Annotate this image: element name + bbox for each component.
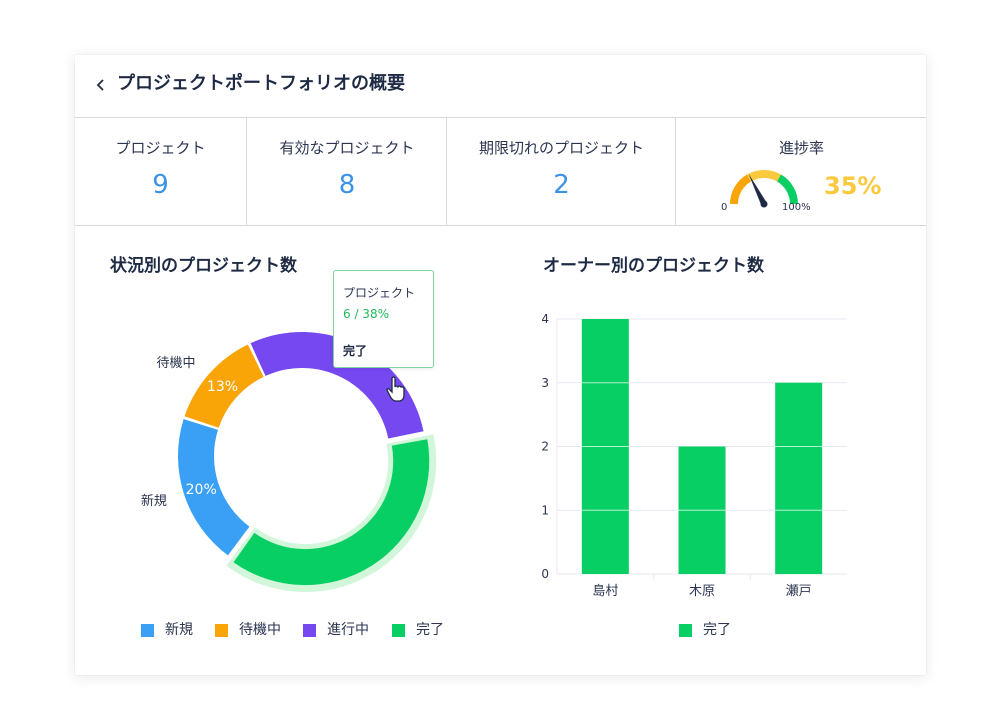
gauge-min-label: 0 bbox=[721, 202, 728, 213]
legend-swatch-done bbox=[392, 624, 405, 637]
donut-data-label-new: 20% bbox=[186, 482, 217, 498]
owner-chart-legend: 完了 bbox=[679, 620, 759, 642]
y-tick-label-3: 3 bbox=[541, 376, 549, 390]
kpi-active-label: 有効なプロジェクト bbox=[279, 139, 415, 157]
kpi-projects-label: プロジェクト bbox=[115, 139, 206, 157]
hand-cursor-icon bbox=[386, 376, 405, 402]
owner-chart-title: オーナー別のプロジェクト数 bbox=[543, 256, 764, 276]
kpi-progress-label: 進捗率 bbox=[778, 139, 824, 157]
chevron-left-icon bbox=[96, 79, 104, 91]
donut-data-label-waiting: 13% bbox=[207, 379, 238, 395]
x-tick-label-木原: 木原 bbox=[689, 584, 715, 599]
gauge-max-label: 100% bbox=[782, 202, 811, 213]
x-tick-label-島村: 島村 bbox=[592, 584, 618, 599]
donut-slice-in-progress bbox=[250, 332, 424, 439]
status-chart-title: 状況別のプロジェクト数 bbox=[110, 256, 297, 276]
tooltip-status: 完了 bbox=[343, 344, 368, 358]
legend-swatch-new bbox=[141, 624, 154, 637]
bar-瀬戸 bbox=[775, 382, 823, 574]
portfolio-overview-card: プロジェクトポートフォリオの概要 プロジェクト 9 有効なプロジェクト 8 期限… bbox=[75, 55, 926, 675]
progress-gauge bbox=[730, 170, 798, 208]
gauge-hub bbox=[760, 200, 768, 208]
kpi-projects-value: 9 bbox=[152, 170, 169, 200]
donut-tooltip: プロジェクト 6 / 38% 完了 bbox=[333, 270, 434, 368]
x-tick-label-瀬戸: 瀬戸 bbox=[786, 584, 812, 599]
kpi-progress: 進捗率 0 100% 35% bbox=[675, 118, 927, 225]
tooltip-title: プロジェクト bbox=[343, 286, 416, 300]
kpi-row: プロジェクト 9 有効なプロジェクト 8 期限切れのプロジェクト 2 進捗率 0… bbox=[75, 117, 926, 226]
owner-bar-chart: 0 1 2 3 4 島村 木原 瀬戸 bbox=[541, 312, 847, 599]
legend-label-owner-done: 完了 bbox=[703, 622, 731, 638]
legend-label-new: 新規 bbox=[165, 622, 193, 638]
legend-swatch-in-progress bbox=[303, 624, 316, 637]
kpi-active-value: 8 bbox=[338, 170, 356, 200]
donut-category-label-waiting: 待機中 bbox=[156, 356, 195, 371]
status-chart-legend: 新規 待機中 進行中 完了 bbox=[141, 620, 461, 642]
kpi-overdue-value: 2 bbox=[553, 170, 570, 200]
donut-slice-waiting bbox=[184, 344, 264, 428]
kpi-overdue-label: 期限切れのプロジェクト bbox=[478, 139, 644, 157]
gauge-segment-mid bbox=[747, 170, 781, 182]
page-title: プロジェクトポートフォリオの概要 bbox=[117, 73, 405, 94]
gauge-needle bbox=[748, 173, 767, 206]
tooltip-value: 6 / 38% bbox=[343, 307, 389, 321]
legend-label-waiting: 待機中 bbox=[239, 622, 281, 638]
y-tick-label-1: 1 bbox=[541, 503, 549, 517]
legend-label-done: 完了 bbox=[416, 622, 444, 638]
kpi-overdue-projects: 期限切れのプロジェクト 2 bbox=[446, 118, 676, 225]
donut-slice-done bbox=[233, 439, 430, 586]
back-button[interactable] bbox=[95, 73, 109, 95]
header: プロジェクトポートフォリオの概要 bbox=[75, 55, 926, 117]
kpi-projects: プロジェクト 9 bbox=[75, 118, 246, 225]
legend-label-in-progress: 進行中 bbox=[327, 622, 369, 638]
y-tick-label-2: 2 bbox=[541, 440, 549, 454]
y-tick-label-0: 0 bbox=[541, 567, 549, 581]
y-tick-label-4: 4 bbox=[541, 312, 549, 326]
gauge-segment-low bbox=[730, 174, 752, 205]
gauge-segment-high bbox=[776, 174, 798, 205]
legend-swatch-waiting bbox=[215, 624, 228, 637]
legend-swatch-owner-done bbox=[679, 624, 692, 637]
kpi-active-projects: 有効なプロジェクト 8 bbox=[246, 118, 447, 225]
donut-category-label-new: 新規 bbox=[141, 493, 167, 509]
donut-slice-new bbox=[178, 419, 250, 556]
progress-percent: 35% bbox=[824, 172, 882, 200]
